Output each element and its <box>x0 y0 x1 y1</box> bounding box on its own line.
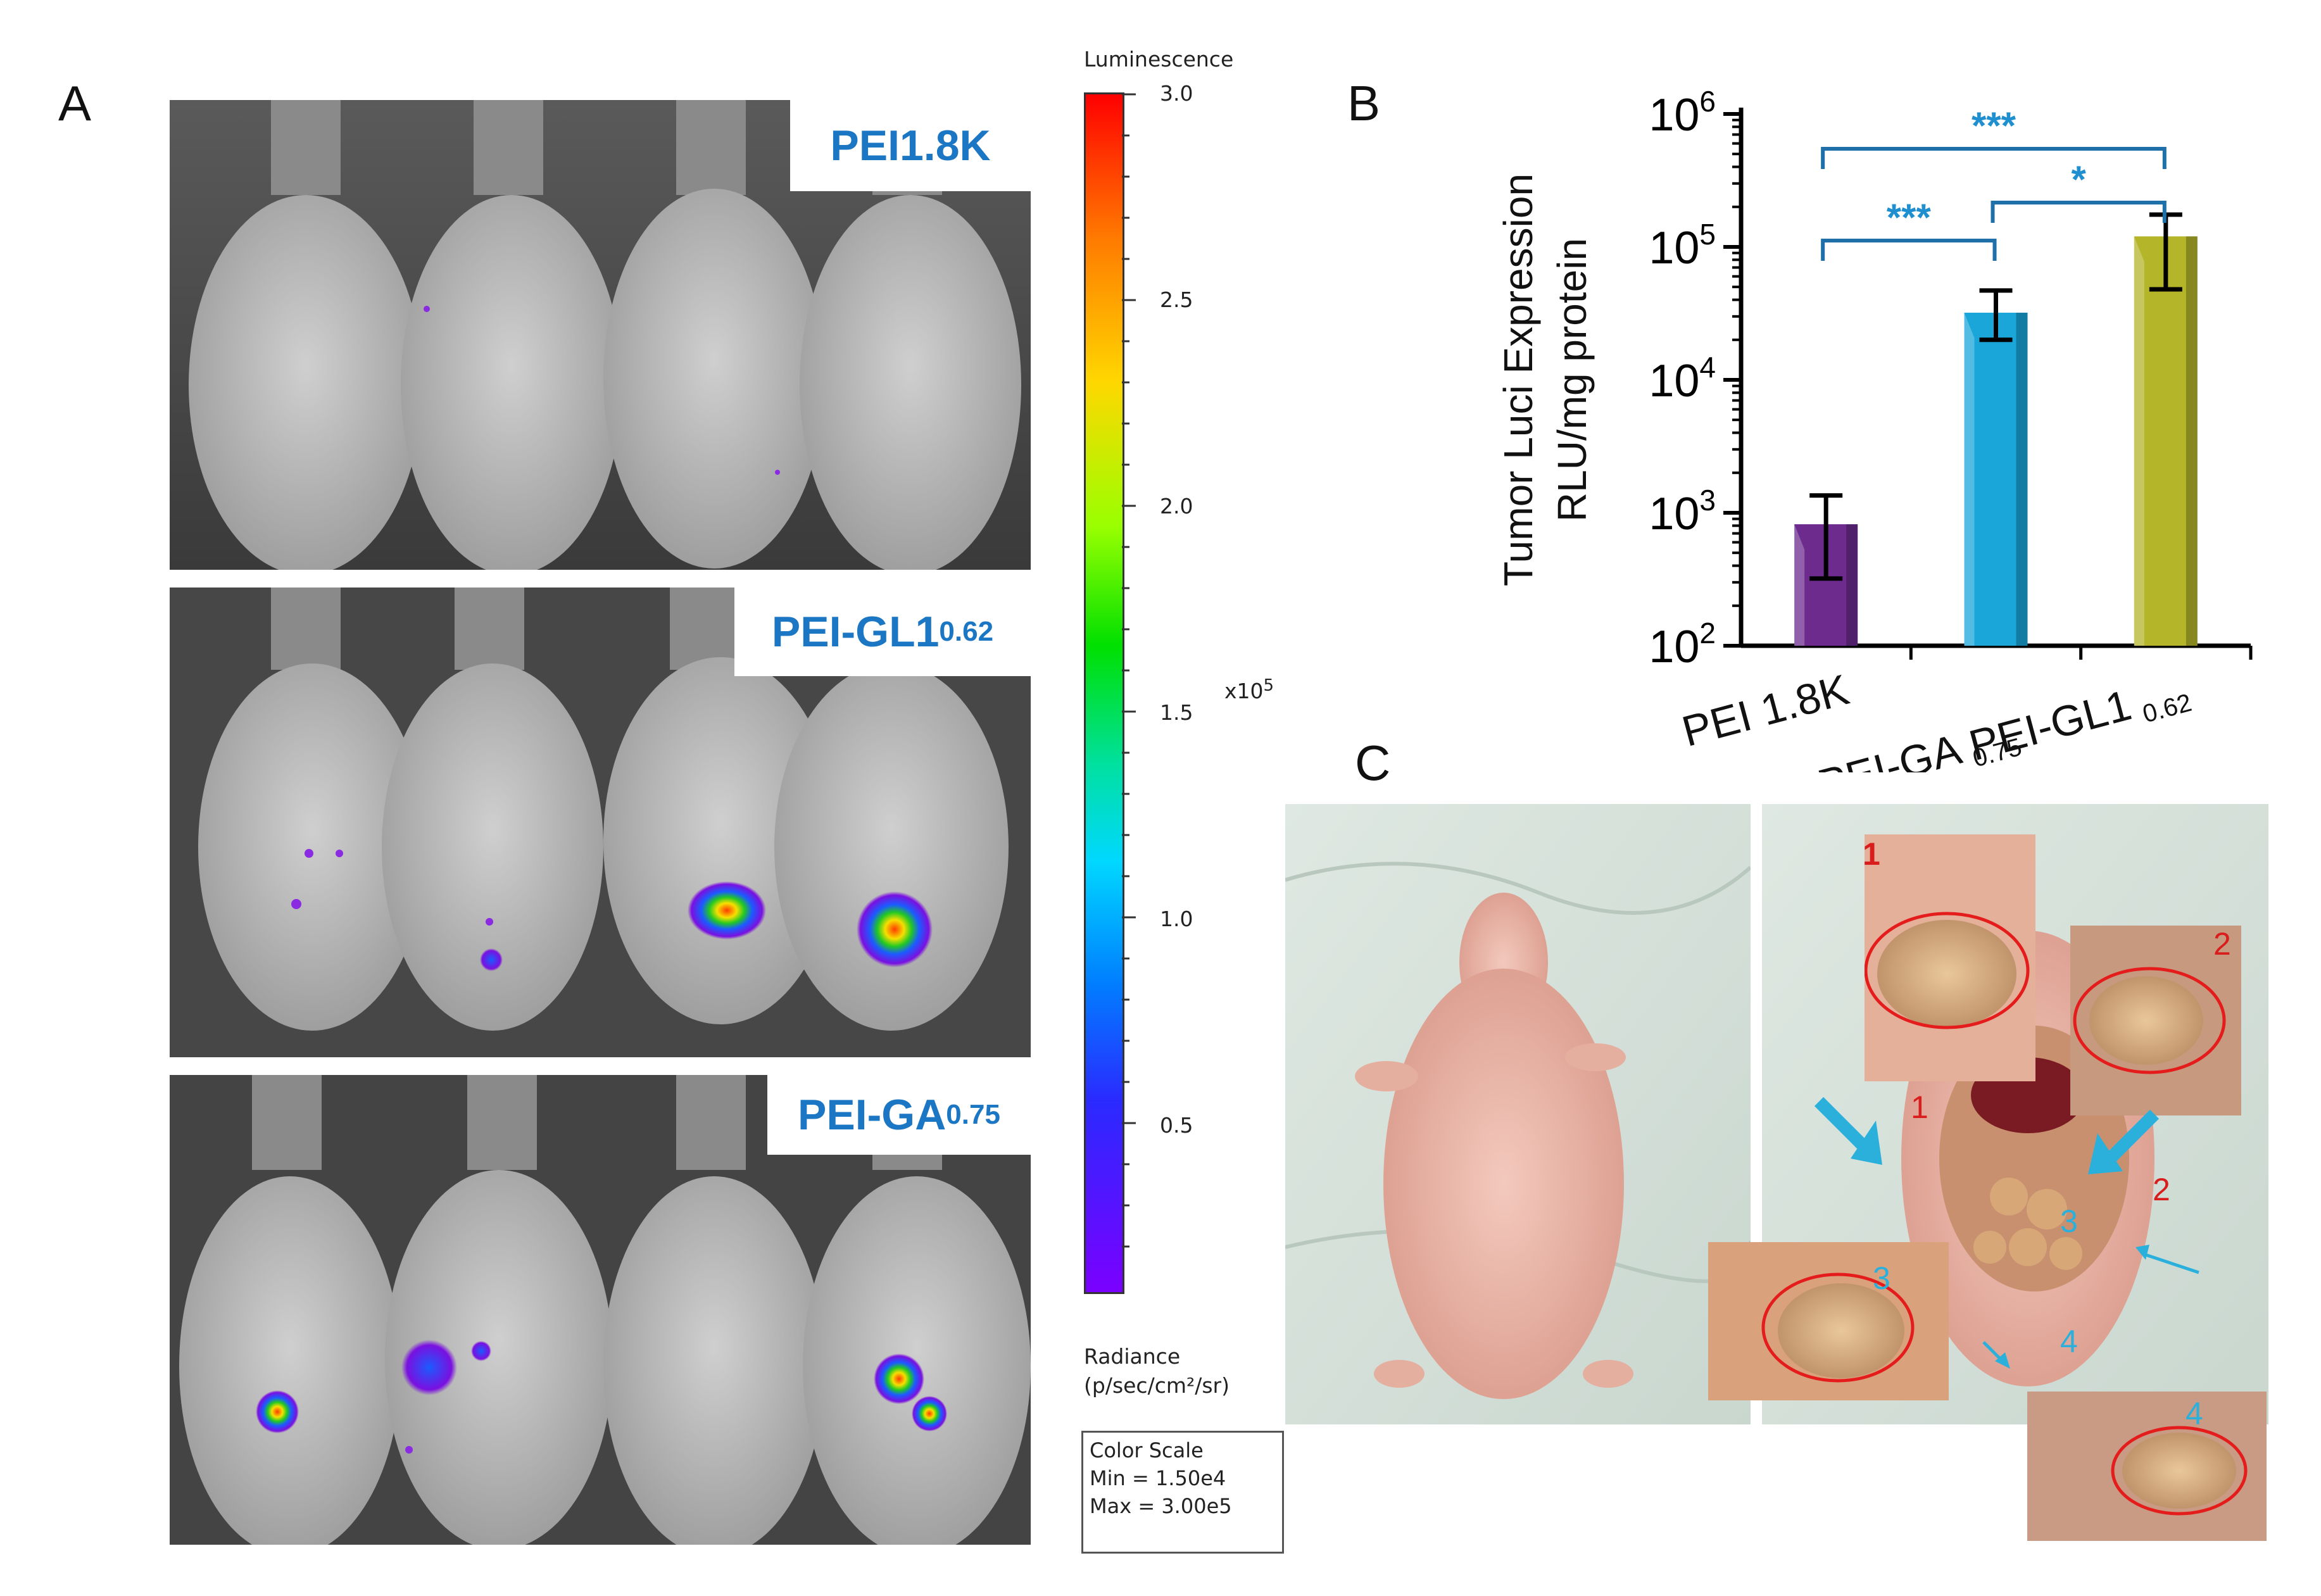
callout-number: 4 <box>2060 1324 2078 1359</box>
annotation-arrows <box>1814 1096 2199 1369</box>
bar-highlight <box>1794 524 1805 646</box>
y-tick-label: 102 <box>1649 617 1716 672</box>
bar <box>1964 312 2028 646</box>
colorbar-tick-label: 2.0 <box>1160 494 1193 518</box>
callout-number: 2 <box>2213 926 2231 962</box>
y-tick-label: 103 <box>1649 484 1716 539</box>
callout-number: 3 <box>2060 1203 2078 1239</box>
bar-chart-luciferase: 102 103 104 105 106 Tumor Luci Expression RLU/… <box>1495 85 2253 772</box>
y-tick-label: 106 <box>1649 85 1716 141</box>
photo-whole-mouse <box>1285 804 1751 1424</box>
inset-photo-4 <box>2027 1392 2267 1541</box>
significance-label: * <box>2071 158 2086 201</box>
bar-shade <box>2186 236 2198 646</box>
colorbar-ticks <box>1122 93 1136 1248</box>
y-axis-label: Tumor Luci Expression <box>1495 173 1541 586</box>
callout-number: 3 <box>1873 1260 1890 1296</box>
significance-bracket <box>1821 147 2167 169</box>
colorbar-multiplier: x105 <box>1224 676 1274 703</box>
bar-highlight <box>1964 312 1975 646</box>
row-label-pei-gl1: PEI-GL1 0.62 <box>734 588 1031 676</box>
colorbar-tick-label: 3.0 <box>1160 81 1193 106</box>
colorbar-tick-label: 1.0 <box>1160 907 1193 931</box>
x-category-label: PEI-GL1 0.62 <box>1964 665 2194 772</box>
significance-bracket <box>1821 239 1997 261</box>
callout-number: 1 <box>1863 836 1880 872</box>
row-label-pei-1-8k: PEI1.8K <box>790 100 1031 191</box>
significance-label: *** <box>1887 196 1932 239</box>
callout-number: 4 <box>2186 1396 2203 1431</box>
significance-label: *** <box>1972 104 2016 147</box>
colorbar <box>1084 92 1124 1294</box>
inset-photo-1 <box>1865 834 2035 1081</box>
y-tick-label: 105 <box>1649 218 1716 273</box>
callout-number: 1 <box>1911 1090 1928 1125</box>
row-label-pei-ga: PEI-GA 0.75 <box>767 1075 1031 1155</box>
colorbar-units: Radiance (p/sec/cm²/sr) <box>1084 1344 1230 1398</box>
bar <box>2134 236 2198 646</box>
bar-shade <box>1846 524 1858 646</box>
colorbar-tick-label: 0.5 <box>1160 1113 1193 1138</box>
significance-bracket <box>1991 201 2167 223</box>
y-tick-label: 104 <box>1649 351 1716 406</box>
bar-highlight <box>2134 236 2144 646</box>
bar-shade <box>2016 312 2028 646</box>
inset-photo-2 <box>2070 926 2241 1115</box>
callout-number: 2 <box>2153 1172 2170 1207</box>
color-scale-box: Color Scale Min = 1.50e4 Max = 3.00e5 <box>1081 1431 1284 1554</box>
panel-label-b: B <box>1347 75 1381 131</box>
colorbar-tick-label: 1.5 <box>1160 700 1193 725</box>
x-category-label: PEI 1.8K <box>1677 665 1854 756</box>
colorbar-tick-label: 2.5 <box>1160 287 1193 312</box>
inset-photo-3 <box>1708 1242 1949 1400</box>
panel-label-a: A <box>58 75 92 131</box>
y-axis-label: RLU/mg protein <box>1549 238 1595 522</box>
panel-label-c: C <box>1355 735 1391 791</box>
colorbar-title: Luminescence <box>1084 47 1234 72</box>
